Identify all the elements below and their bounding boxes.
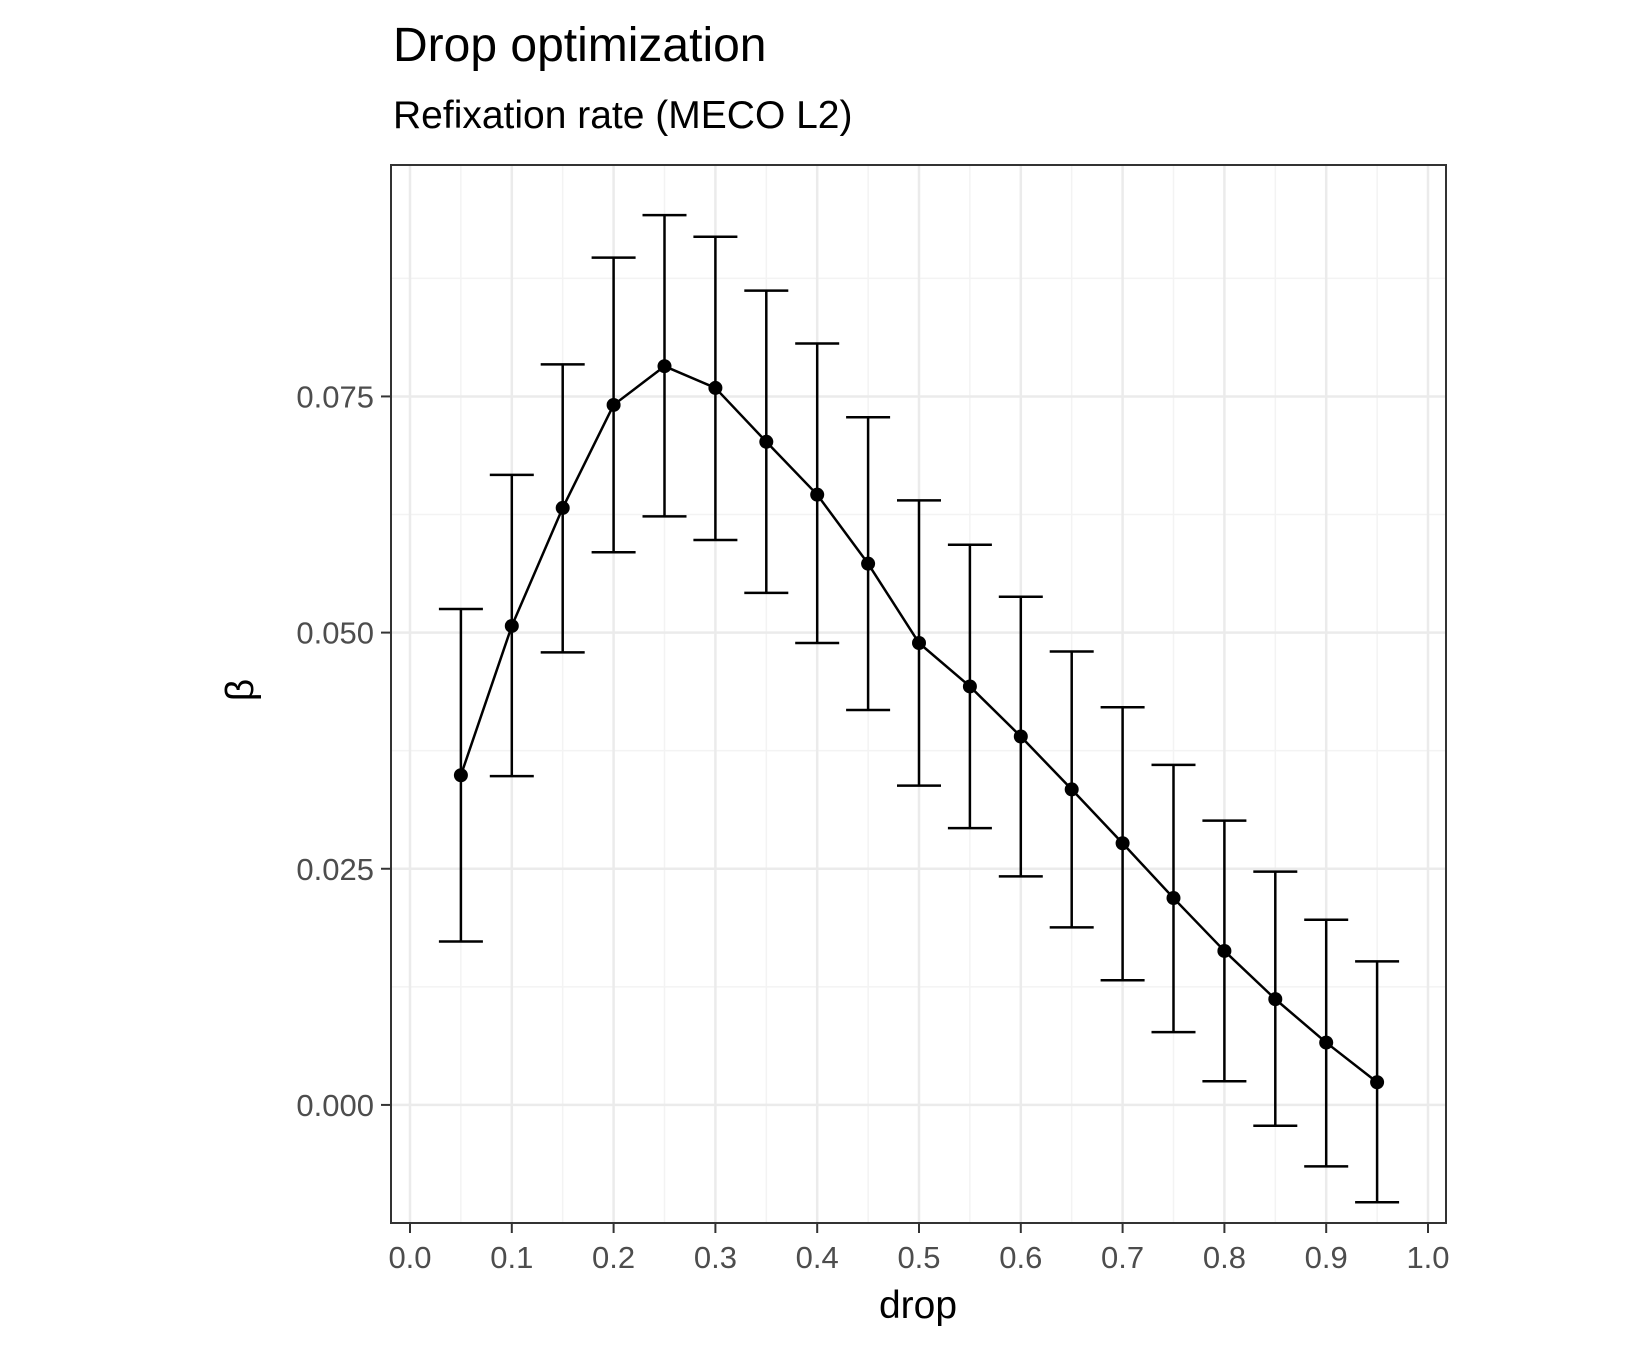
x-tick-label: 0.3 [694, 1240, 737, 1275]
data-point [1370, 1075, 1385, 1090]
data-point [1268, 992, 1283, 1007]
x-tick-label: 1.0 [1406, 1240, 1449, 1275]
data-point [708, 380, 723, 395]
data-point [555, 500, 570, 515]
x-tick-label: 0.4 [796, 1240, 839, 1275]
y-axis-title: β [219, 679, 262, 701]
chart-title: Drop optimization [393, 19, 767, 72]
x-tick-label: 0.5 [897, 1240, 940, 1275]
chart-subtitle: Refixation rate (MECO L2) [393, 94, 853, 137]
x-tick-label: 0.1 [490, 1240, 533, 1275]
data-point [606, 397, 621, 412]
y-axis: 0.000 0.025 0.050 0.075 [296, 379, 391, 1123]
data-series [453, 359, 1385, 1090]
data-point [1217, 943, 1232, 958]
x-tick-label: 0.7 [1101, 1240, 1144, 1275]
data-point [1319, 1035, 1334, 1050]
y-tick-label: 0.075 [296, 379, 374, 414]
data-point [504, 618, 519, 633]
y-tick-label: 0.025 [296, 852, 374, 887]
y-tick-label: 0.050 [296, 616, 374, 651]
data-point [1013, 729, 1028, 744]
data-point [657, 359, 672, 374]
data-point [1064, 782, 1079, 797]
data-point [1115, 836, 1130, 851]
y-tick-label: 0.000 [296, 1088, 374, 1123]
data-point [1166, 891, 1181, 906]
data-point [861, 556, 876, 571]
x-tick-label: 0.0 [388, 1240, 431, 1275]
x-tick-label: 0.9 [1305, 1240, 1348, 1275]
data-point [912, 635, 926, 650]
x-axis: 0.0 0.1 0.2 0.3 0.4 0.5 0.6 0.7 0.8 0.9 1.0 [388, 1223, 1450, 1275]
data-point [759, 434, 774, 449]
data-point [453, 768, 468, 783]
data-point [962, 679, 977, 694]
data-point [810, 487, 825, 502]
x-axis-title: drop [879, 1284, 957, 1327]
x-tick-label: 0.8 [1203, 1240, 1246, 1275]
x-tick-label: 0.6 [999, 1240, 1042, 1275]
x-tick-label: 0.2 [592, 1240, 635, 1275]
